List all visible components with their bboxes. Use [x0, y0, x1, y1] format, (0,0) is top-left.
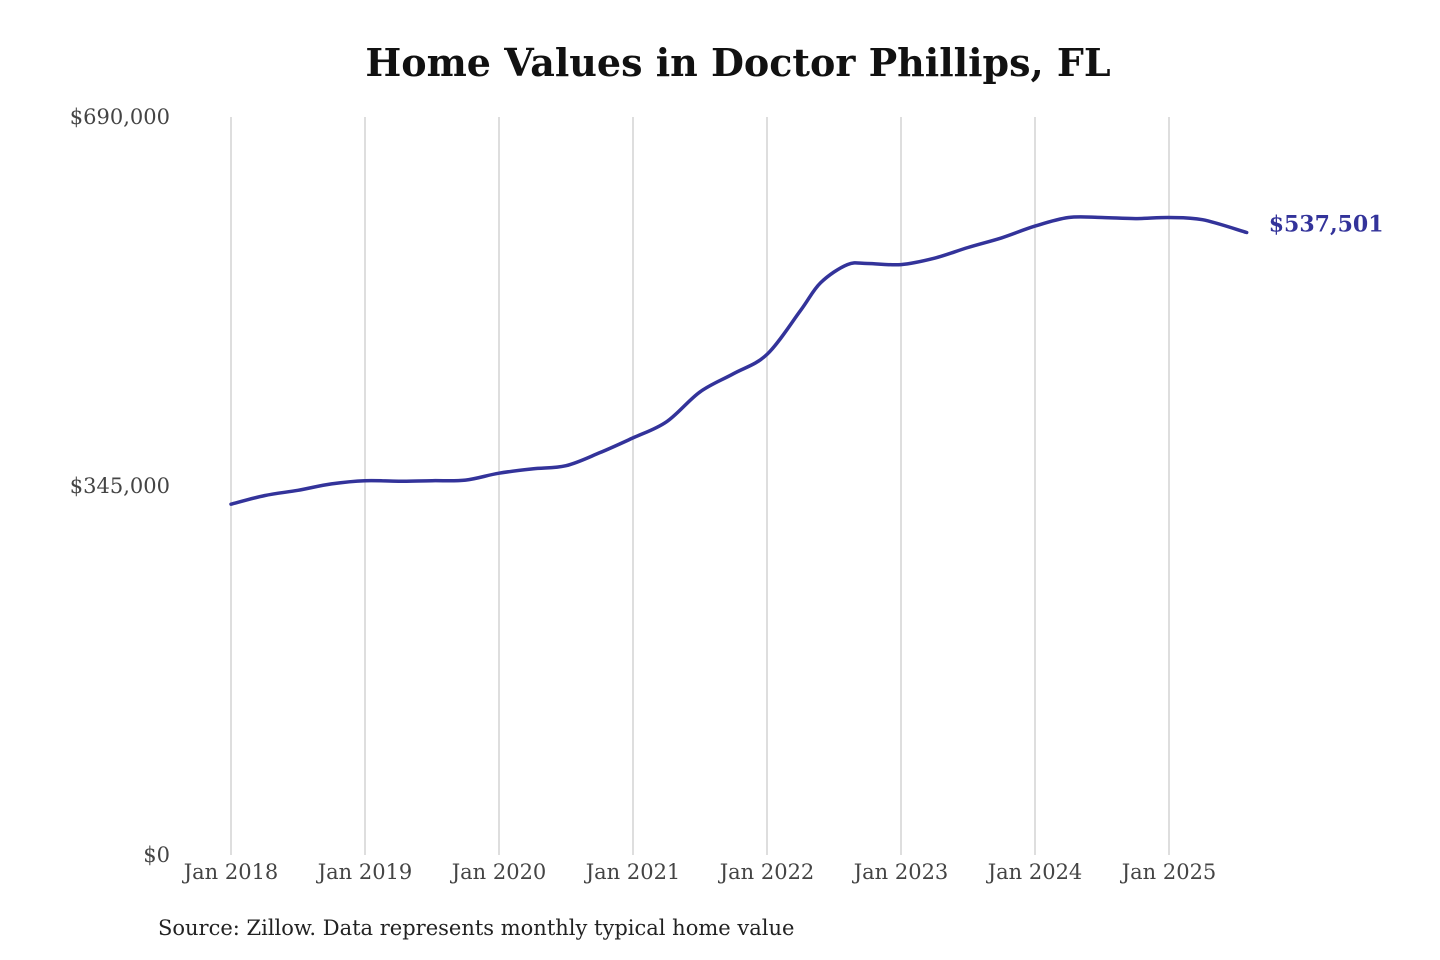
x-tick-label: Jan 2024: [986, 860, 1083, 884]
x-tick-label: Jan 2025: [1120, 860, 1217, 884]
y-tick-label: $690,000: [70, 105, 170, 129]
y-tick-label: $345,000: [70, 474, 170, 498]
x-axis: Jan 2018 Jan 2019 Jan 2020 Jan 2021 Jan 2022…: [182, 860, 1217, 884]
grid-lines: [230, 117, 1170, 855]
x-tick-label: Jan 2023: [852, 860, 949, 884]
chart-title: Home Values in Doctor Phillips, FL: [365, 40, 1111, 85]
y-axis: $0 $345,000 $690,000: [70, 105, 170, 867]
source-note: Source: Zillow. Data represents monthly …: [158, 916, 795, 940]
x-tick-label: Jan 2018: [182, 860, 279, 884]
x-tick-label: Jan 2020: [450, 860, 547, 884]
x-tick-label: Jan 2019: [316, 860, 413, 884]
x-tick-label: Jan 2022: [718, 860, 815, 884]
series-line-home-value: [229, 215, 1249, 506]
end-value-label: $537,501: [1269, 212, 1384, 238]
line-chart: $0$345,000$690,000 Jan 2018 Jan 2019 Jan 2…: [70, 105, 1384, 884]
y-tick-label: $0: [143, 843, 170, 867]
x-tick-label: Jan 2021: [584, 860, 681, 884]
